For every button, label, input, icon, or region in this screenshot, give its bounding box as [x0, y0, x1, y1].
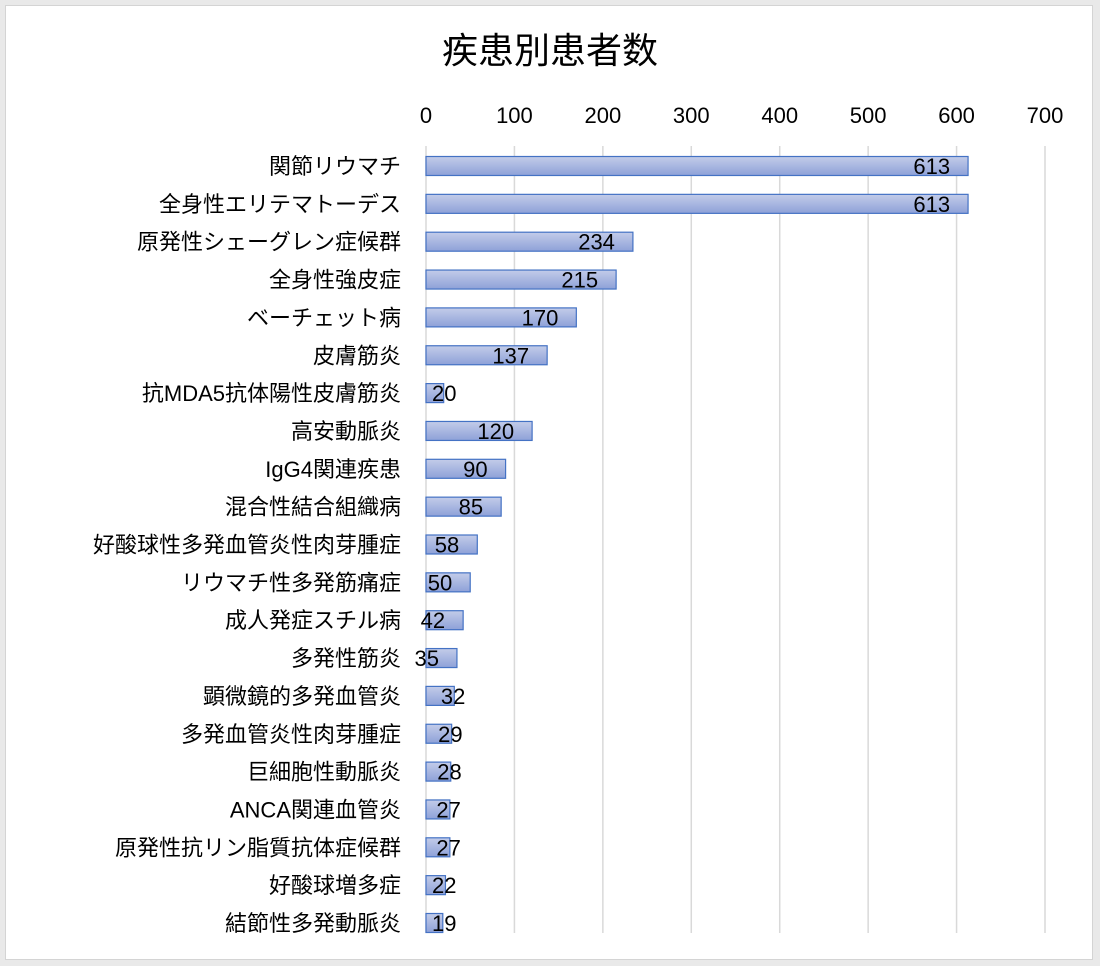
x-tick-label: 600 [938, 103, 975, 128]
category-label: 関節リウマチ [269, 154, 401, 179]
x-tick-label: 700 [1027, 103, 1064, 128]
category-label: 全身性エリテマトーデス [159, 192, 401, 217]
data-label: 20 [432, 381, 456, 406]
bar-chart: 疾患別患者数 0 100 200 300 400 500 600 700 関節リウマチ全身性エ… [93, 30, 1063, 936]
category-label: 全身性強皮症 [269, 268, 401, 293]
data-label: 27 [436, 835, 460, 860]
x-tick-label: 100 [496, 103, 533, 128]
data-label: 27 [436, 797, 460, 822]
x-tick-label: 300 [673, 103, 710, 128]
category-label: 抗MDA5抗体陽性皮膚筋炎 [142, 381, 401, 406]
data-label: 613 [913, 154, 950, 179]
category-label: 皮膚筋炎 [313, 343, 401, 368]
bar [425, 875, 447, 896]
data-label: 32 [441, 684, 465, 709]
category-label: 混合性結合組織病 [225, 495, 401, 520]
bar [425, 837, 451, 858]
data-label: 50 [428, 570, 452, 595]
bar [425, 383, 445, 404]
bar [425, 155, 969, 177]
bar [425, 193, 969, 214]
category-label: IgG4関連疾患 [265, 457, 401, 482]
data-label: 120 [477, 419, 514, 444]
bar [425, 420, 533, 442]
data-label: 85 [459, 495, 483, 520]
bar [425, 723, 453, 744]
data-label: 234 [578, 230, 615, 255]
data-label: 22 [432, 873, 456, 898]
category-label: 結節性多発動脈炎 [225, 911, 401, 936]
category-label: 好酸球増多症 [269, 873, 401, 898]
data-label: 613 [913, 192, 950, 217]
data-label: 90 [463, 457, 487, 482]
bar [425, 761, 452, 782]
category-label: 多発性筋炎 [291, 646, 401, 671]
category-label: 好酸球性多発血管炎性肉芽腫症 [93, 533, 401, 558]
data-label: 28 [437, 760, 461, 785]
bar [425, 610, 464, 631]
bars [425, 155, 969, 934]
x-tick-label: 0 [420, 103, 432, 128]
category-label: 原発性シェーグレン症候群 [137, 230, 401, 255]
category-label: 成人発症スチル病 [225, 608, 401, 633]
x-tick-label: 400 [761, 103, 798, 128]
bar [425, 307, 577, 328]
bar [425, 799, 451, 820]
x-tick-label: 200 [584, 103, 621, 128]
category-label: 原発性抗リン脂質抗体症候群 [115, 835, 401, 860]
bar [425, 345, 548, 366]
gridlines [425, 146, 1046, 933]
bar [425, 685, 455, 707]
bar [425, 534, 478, 555]
chart-frame: 疾患別患者数 0 100 200 300 400 500 600 700 関節リウマチ全身性エ… [5, 5, 1093, 960]
data-label: 29 [438, 722, 462, 747]
chart-title: 疾患別患者数 [442, 30, 658, 71]
data-label: 137 [492, 343, 529, 368]
bar [425, 496, 502, 517]
category-labels: 関節リウマチ全身性エリテマトーデス原発性シェーグレン症候群全身性強皮症ベーチェッ… [93, 154, 401, 936]
x-axis-tick-labels: 0 100 200 300 400 500 600 700 [420, 103, 1063, 128]
category-label: ANCA関連血管炎 [230, 797, 401, 822]
category-label: 顕微鏡的多発血管炎 [203, 684, 401, 709]
data-label: 58 [435, 533, 459, 558]
bar [425, 458, 507, 479]
category-label: 巨細胞性動脈炎 [247, 760, 401, 785]
bar [425, 269, 617, 290]
bar [425, 647, 458, 669]
bar [425, 231, 634, 252]
x-tick-label: 500 [850, 103, 887, 128]
category-label: 高安動脈炎 [291, 419, 401, 444]
data-label: 170 [522, 305, 559, 330]
bar [425, 912, 444, 934]
category-label: 多発血管炎性肉芽腫症 [181, 722, 401, 747]
data-label: 19 [432, 911, 456, 936]
bar [425, 572, 471, 593]
data-label: 42 [421, 608, 445, 633]
category-label: ベーチェット病 [247, 305, 401, 330]
data-label: 35 [414, 646, 438, 671]
data-label: 215 [561, 268, 598, 293]
category-label: リウマチ性多発筋痛症 [181, 570, 401, 595]
